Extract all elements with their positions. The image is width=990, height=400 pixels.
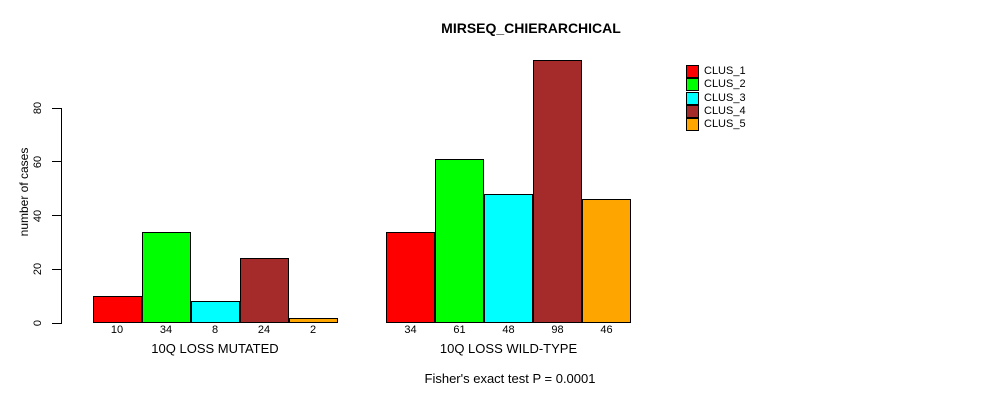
fisher-test-annotation: Fisher's exact test P = 0.0001: [424, 371, 596, 386]
legend-label: CLUS_2: [704, 78, 746, 91]
bar-value-label: 8: [211, 324, 219, 336]
bar-value-label: 2: [309, 324, 317, 336]
bar-clus_1-group2: [386, 232, 435, 323]
legend-label: CLUS_4: [704, 104, 746, 117]
y-tick-label: 0: [32, 319, 44, 327]
y-tick-label: 20: [32, 263, 44, 276]
bar-value-label: 98: [551, 324, 564, 336]
y-tick-mark: [52, 161, 61, 163]
bar-clus_2-group2: [435, 159, 484, 323]
y-tick-mark: [52, 268, 61, 270]
bar-clus_3-group1: [190, 301, 240, 323]
bar-clus_5-group2: [582, 199, 631, 323]
legend-swatch-clus_5: [686, 118, 699, 131]
legend-swatch-clus_4: [686, 104, 699, 118]
y-axis-line: [61, 108, 62, 324]
bar-value-label: 10: [110, 324, 124, 336]
bar-clus_4-group2: [533, 60, 582, 323]
bar-clus_5-group1: [288, 318, 338, 323]
legend-swatch-clus_1: [686, 65, 699, 78]
bar-clus_3-group2: [484, 194, 533, 323]
bar-clus_4-group1: [239, 258, 289, 323]
legend-swatch-clus_3: [686, 91, 699, 105]
bar-clus_1-group1: [92, 296, 142, 323]
bar-value-label: 48: [502, 324, 515, 336]
legend-label: CLUS_3: [704, 91, 746, 104]
y-axis-label: number of cases: [17, 147, 31, 237]
x-group-label-mutated: 10Q LOSS MUTATED: [151, 341, 279, 356]
bar-value-label: 24: [257, 324, 271, 336]
legend-label: CLUS_5: [704, 118, 746, 130]
bar-value-label: 34: [159, 324, 173, 336]
y-tick-label: 60: [32, 155, 44, 168]
y-tick-mark: [52, 322, 61, 324]
y-tick-label: 80: [32, 101, 44, 115]
bar-value-label: 46: [600, 324, 613, 336]
legend-swatch-clus_2: [686, 78, 699, 92]
y-tick-label: 40: [32, 209, 44, 222]
legend-label: CLUS_1: [704, 65, 746, 77]
y-tick-mark: [52, 215, 61, 216]
bar-value-label: 61: [453, 324, 466, 336]
bar-value-label: 34: [404, 324, 417, 336]
bar-clus_2-group1: [141, 232, 191, 323]
chart-title: MIRSEQ_CHIERARCHICAL: [441, 20, 621, 36]
x-group-label-wild-type: 10Q LOSS WILD-TYPE: [439, 341, 578, 356]
y-tick-mark: [52, 107, 61, 109]
